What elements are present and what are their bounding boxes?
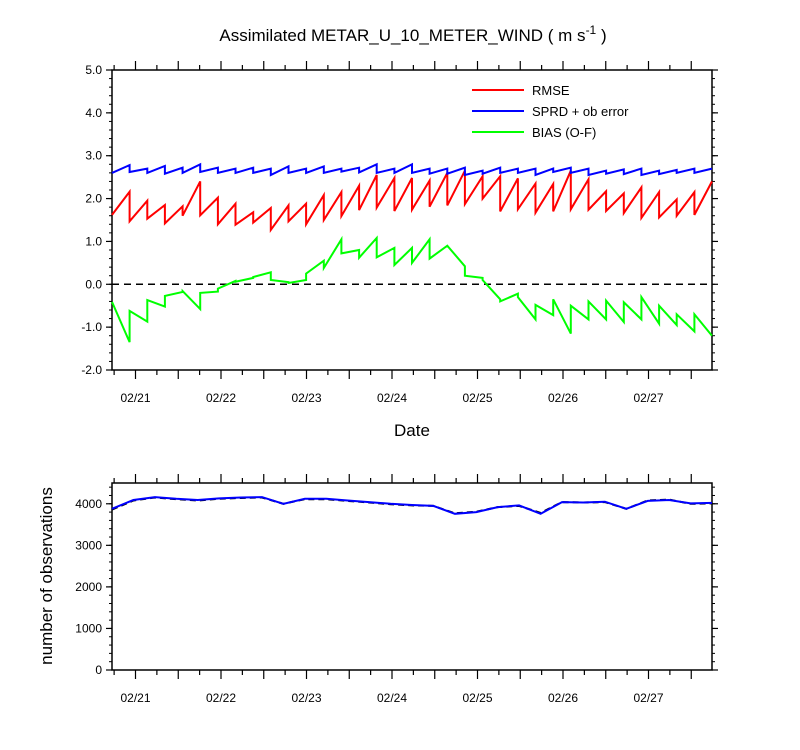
series-line-2: [111, 235, 713, 343]
y-tick-label: 2000: [75, 580, 102, 594]
x-tick-label: 02/21: [120, 391, 150, 405]
x-tick-label: 02/26: [548, 391, 578, 405]
legend-label: BIAS (O-F): [532, 125, 596, 140]
y-tick-label: 3.0: [85, 149, 102, 163]
x-tick-label: 02/27: [633, 691, 663, 705]
chart-title-main: Assimilated METAR_U_10_METER_WIND ( m s: [219, 26, 585, 45]
chart-title: Assimilated METAR_U_10_METER_WIND ( m s-…: [219, 23, 606, 45]
bottom-plot: 0 1000 2000 3000 4000 02/21 02/22 02/23 02/24 02/…: [75, 474, 718, 705]
y-tick-label: 4000: [75, 497, 102, 511]
y-tick-label: 0.0: [85, 277, 102, 291]
series-line-0: [111, 170, 713, 233]
x-axis-label: Date: [394, 421, 430, 440]
x-tick-label: 02/25: [462, 391, 492, 405]
x-tick-label: 02/24: [377, 691, 407, 705]
chart-title-exponent: -1: [586, 23, 597, 37]
x-tick-label: 02/25: [462, 691, 492, 705]
y-tick-label: 2.0: [85, 192, 102, 206]
chart-title-close: ): [596, 26, 606, 45]
legend-label: SPRD + ob error: [532, 104, 629, 119]
x-tick-label: 02/27: [633, 391, 663, 405]
plot-frame: [111, 69, 713, 371]
y-tick-label: 1.0: [85, 234, 102, 248]
x-tick-label: 02/26: [548, 691, 578, 705]
x-tick-label: 02/22: [206, 391, 236, 405]
obs-count-line-1: [111, 496, 713, 515]
y-tick-label: -1.0: [81, 320, 102, 334]
x-tick-label: 02/24: [377, 391, 407, 405]
y-tick-label: 1000: [75, 621, 102, 635]
y-tick-label: 3000: [75, 538, 102, 552]
y-tick-label: 5.0: [85, 63, 102, 77]
x-tick-label: 02/22: [206, 691, 236, 705]
x-tick-label: 02/23: [291, 691, 321, 705]
x-tick-label: 02/23: [291, 391, 321, 405]
x-tick-label: 02/21: [120, 691, 150, 705]
legend-label: RMSE: [532, 83, 570, 98]
y-tick-label: 0: [95, 663, 102, 677]
series-line-1: [111, 162, 713, 177]
y-tick-label: 4.0: [85, 106, 102, 120]
y-tick-label: -2.0: [81, 363, 102, 377]
top-plot: -2.0 -1.0 0.0 1.0 2.0 3.0 4.0 5.0 02/21 02/22 02/2…: [81, 61, 718, 405]
y-axis-label: number of observations: [37, 487, 56, 665]
plot-frame: [111, 482, 713, 671]
